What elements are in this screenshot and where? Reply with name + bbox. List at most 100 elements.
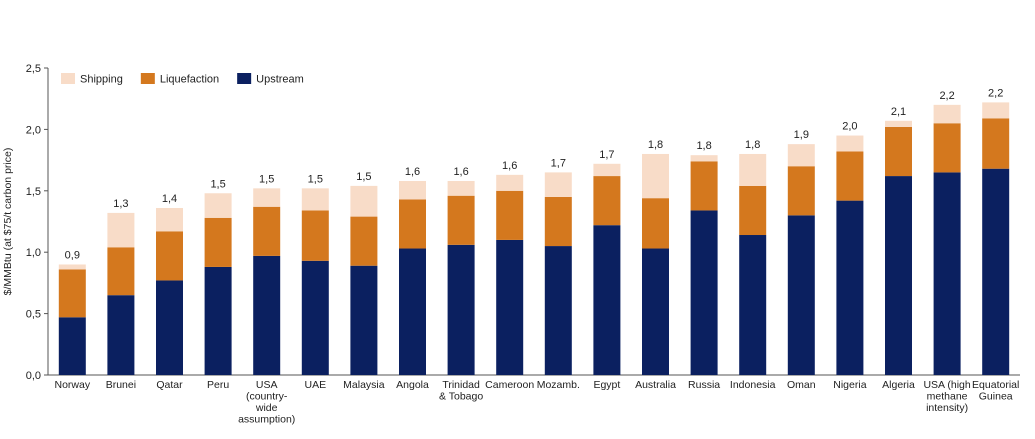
bar-segment-liquefaction — [982, 118, 1010, 169]
category-label: Equatorial Guinea — [972, 379, 1019, 403]
bar-segment-shipping — [447, 180, 475, 196]
legend-item-shipping: Shipping — [61, 73, 123, 86]
category-label-line: Angola — [396, 379, 429, 391]
bar-segment-upstream — [350, 265, 378, 375]
bar-stack — [204, 193, 232, 375]
bar-stack — [496, 174, 524, 375]
legend-swatch — [237, 73, 252, 84]
category-label-line: Trinidad — [442, 379, 480, 391]
category-label: Brunei — [106, 379, 136, 391]
total-label: 1,3 — [113, 198, 128, 210]
category-label: Malaysia — [343, 379, 385, 391]
bar-segment-upstream — [787, 215, 815, 375]
y-tick-label: 1,5 — [26, 186, 41, 198]
bar-segment-shipping — [544, 172, 572, 197]
category-label-line: Australia — [635, 379, 676, 391]
category-label-line: & Tobago — [439, 391, 483, 403]
bar-segment-shipping — [982, 102, 1010, 119]
category-label-line: Qatar — [156, 379, 183, 391]
bar-segment-shipping — [107, 212, 135, 248]
bar-segment-liquefaction — [204, 217, 232, 267]
bar-segment-shipping — [739, 153, 767, 186]
bar-segment-upstream — [253, 255, 281, 375]
bar-segment-upstream — [885, 176, 912, 375]
bar-stack — [885, 120, 912, 375]
bar-segment-liquefaction — [253, 206, 281, 256]
category-label-line: Oman — [787, 379, 816, 391]
bar-segment-shipping — [204, 193, 232, 218]
bar-segment-upstream — [107, 295, 135, 375]
legend-item-liquefaction: Liquefaction — [140, 73, 219, 86]
category-label-line: Malaysia — [343, 379, 385, 391]
category-label: Oman — [787, 379, 816, 391]
total-label: 0,9 — [65, 249, 80, 261]
bar-stack — [593, 163, 621, 375]
bar-segment-liquefaction — [544, 196, 572, 247]
bar-stack — [836, 135, 864, 375]
category-label: Angola — [396, 379, 429, 391]
total-label: 2,2 — [939, 90, 954, 102]
category-label-line: USA (high — [923, 379, 970, 391]
total-label: 2,1 — [891, 106, 906, 118]
bar-segment-shipping — [933, 104, 961, 124]
bar-segment-shipping — [58, 264, 86, 270]
y-tick-label: 1,0 — [26, 247, 41, 259]
bar-segment-liquefaction — [690, 161, 718, 211]
bar-segment-upstream — [301, 260, 329, 375]
bar-stack — [544, 172, 572, 375]
category-label: Qatar — [156, 379, 183, 391]
total-label: 2,2 — [988, 87, 1003, 99]
category-label-line: Indonesia — [730, 379, 776, 391]
bar-segment-shipping — [836, 135, 864, 152]
y-tick-label: 2,0 — [26, 124, 41, 136]
bars — [58, 102, 1010, 375]
total-label: 1,7 — [551, 157, 566, 169]
category-label-line: wide — [255, 402, 278, 414]
bar-segment-shipping — [399, 180, 426, 200]
bar-segment-upstream — [982, 168, 1010, 375]
bar-segment-upstream — [156, 280, 183, 375]
category-label: Australia — [635, 379, 676, 391]
category-label: Egypt — [593, 379, 620, 391]
bar-segment-shipping — [301, 188, 329, 211]
bar-stack — [933, 104, 961, 375]
category-label: Mozamb. — [537, 379, 580, 391]
category-label-line: Equatorial — [972, 379, 1019, 391]
y-tick-label: 2,5 — [26, 63, 41, 75]
bar-segment-liquefaction — [739, 185, 767, 236]
category-label-line: methane — [927, 391, 968, 403]
total-label: 1,6 — [453, 166, 468, 178]
total-label: 1,5 — [259, 173, 274, 185]
category-label: Peru — [207, 379, 229, 391]
bar-segment-liquefaction — [156, 231, 183, 281]
bar-segment-upstream — [544, 246, 572, 375]
category-label-line: (country- — [246, 391, 288, 403]
bar-segment-upstream — [593, 225, 621, 375]
legend-swatch — [140, 73, 155, 84]
legend-label: Liquefaction — [160, 74, 219, 86]
bar-segment-upstream — [204, 266, 232, 375]
legend-item-upstream: Upstream — [237, 73, 304, 86]
category-label: USA (high methane intensity) — [923, 379, 970, 414]
bar-stack — [107, 212, 135, 375]
legend-label: Shipping — [80, 74, 123, 86]
legend-label: Upstream — [256, 74, 304, 86]
bar-segment-liquefaction — [836, 151, 864, 201]
total-labels: 0,9 1,3 1,4 1,5 1,5 1,5 1,5 1,6 1,6 1,6 1,7 1,7 1,8 1… — [65, 87, 1004, 261]
y-tick-label: 0,0 — [26, 370, 41, 382]
bar-segment-liquefaction — [107, 247, 135, 296]
category-label-line: assumption) — [238, 414, 295, 426]
bar-segment-shipping — [593, 163, 621, 177]
bar-segment-liquefaction — [885, 126, 912, 177]
bar-stack — [690, 155, 718, 375]
category-label-line: Peru — [207, 379, 229, 391]
bar-segment-shipping — [885, 120, 912, 127]
total-label: 1,5 — [210, 178, 225, 190]
bar-stack — [787, 144, 815, 375]
bar-segment-liquefaction — [642, 198, 669, 249]
bar-segment-shipping — [350, 185, 378, 217]
bar-segment-upstream — [496, 239, 524, 375]
bar-segment-liquefaction — [496, 190, 524, 240]
bar-segment-upstream — [836, 200, 864, 375]
bar-stack — [447, 180, 475, 375]
